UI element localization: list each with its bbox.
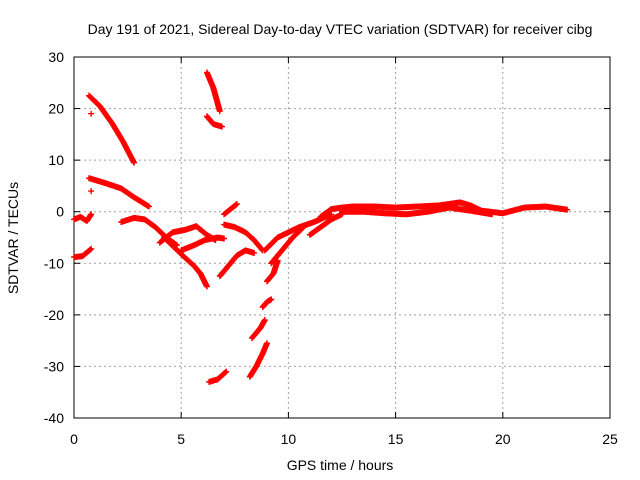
x-tick-label: 5	[177, 431, 185, 447]
y-tick-label: 0	[56, 204, 64, 220]
data-track	[203, 113, 225, 130]
data-track	[71, 245, 95, 261]
data-point-marker	[328, 211, 335, 218]
data-track	[306, 211, 345, 238]
chart-title: Day 191 of 2021, Sidereal Day-to-day VTE…	[88, 21, 593, 37]
data-points	[71, 69, 571, 385]
data-point-marker	[88, 188, 95, 195]
y-tick-label: -20	[44, 307, 64, 323]
data-track	[86, 92, 138, 166]
data-point-marker	[131, 159, 138, 166]
data-track	[216, 247, 258, 280]
y-tick-label: -10	[44, 255, 64, 271]
y-tick-label: -30	[44, 358, 64, 374]
data-point-marker	[300, 224, 307, 231]
data-track	[221, 221, 266, 254]
y-tick-label: -40	[44, 410, 64, 426]
data-point-marker	[299, 224, 306, 231]
x-tick-label: 25	[602, 431, 618, 447]
data-track	[203, 69, 223, 115]
y-tick-label: 30	[48, 49, 64, 65]
data-point-marker	[564, 206, 571, 213]
data-point-marker	[146, 203, 153, 210]
data-track	[339, 204, 496, 218]
data-track	[71, 211, 95, 224]
data-point-marker	[251, 249, 258, 256]
data-track	[88, 110, 95, 117]
data-point-marker	[221, 235, 228, 242]
plot-frame	[73, 56, 611, 419]
x-axis-label: GPS time / hours	[287, 457, 394, 473]
data-track	[118, 214, 180, 249]
data-point-marker	[87, 246, 94, 253]
data-track	[178, 234, 228, 254]
data-track	[263, 257, 281, 285]
y-tick-label: 10	[48, 152, 64, 168]
data-point-marker	[233, 201, 240, 208]
data-point-marker	[222, 369, 229, 376]
x-tick-labels: 0 5 10 15 20 25	[70, 431, 618, 447]
data-track	[86, 175, 153, 210]
y-tick-labels: 30 20 10 0 -10 -20 -30 -40	[44, 49, 64, 426]
data-track	[268, 224, 307, 267]
data-track	[206, 368, 230, 385]
x-tick-label: 15	[388, 431, 404, 447]
data-track	[246, 340, 270, 380]
data-point-marker	[88, 211, 95, 218]
axis-ticks	[73, 56, 611, 419]
data-point-marker	[261, 317, 268, 324]
y-axis-label: SDTVAR / TECUs	[5, 182, 21, 294]
x-tick-label: 0	[70, 431, 78, 447]
data-point-marker	[233, 200, 240, 207]
x-tick-label: 20	[495, 431, 511, 447]
data-point-marker	[88, 110, 95, 117]
data-point-marker	[88, 245, 95, 252]
data-point-marker	[268, 296, 275, 303]
data-point-marker	[223, 368, 230, 375]
data-track	[259, 296, 275, 311]
data-point-marker	[203, 283, 210, 290]
grid-lines	[74, 57, 610, 418]
data-point-marker	[216, 108, 223, 115]
data-point-marker	[218, 123, 225, 130]
data-point-marker	[263, 340, 270, 347]
data-track	[248, 317, 268, 342]
data-point-marker	[489, 211, 496, 218]
data-track	[221, 200, 240, 218]
data-track	[88, 188, 95, 195]
x-tick-label: 10	[281, 431, 297, 447]
y-tick-label: 20	[48, 101, 64, 117]
data-track	[161, 234, 210, 290]
